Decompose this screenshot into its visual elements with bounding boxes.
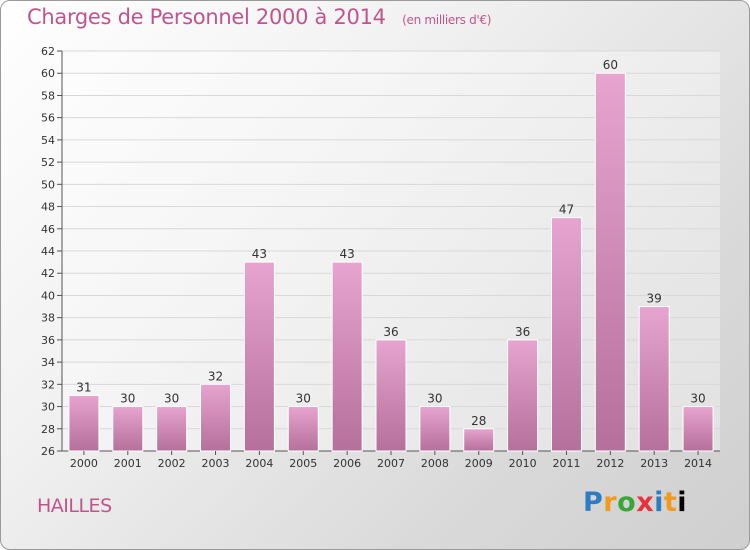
bar-value-label: 30 [164,392,179,406]
x-tick-label: 2011 [552,457,580,470]
bar-value-label: 36 [383,325,398,339]
logo-letter: o [617,487,637,518]
y-tick-label: 30 [41,401,55,414]
logo-letter: i [654,487,664,518]
bar-value-label: 30 [690,392,705,406]
bar [156,406,188,452]
x-tick-label: 2014 [684,457,712,470]
bar [638,306,670,452]
x-tick-label: 2002 [158,457,186,470]
x-tick-label: 2010 [509,457,537,470]
bar [550,217,582,452]
bar-value-label: 30 [120,392,135,406]
y-tick-label: 42 [41,267,55,280]
y-tick-label: 50 [41,178,55,191]
bar [463,428,495,452]
chart-title-text: Charges de Personnel 2000 à 2014 [27,5,386,29]
y-tick-label: 38 [41,312,55,325]
y-tick-label: 56 [41,112,55,125]
bar-value-label: 30 [427,392,442,406]
x-tick-label: 2008 [421,457,449,470]
x-tick-label: 2004 [245,457,273,470]
bar-value-label: 43 [339,247,354,261]
bar-value-label: 43 [252,247,267,261]
x-tick-label: 2009 [465,457,493,470]
y-tick-label: 48 [41,201,55,214]
y-tick-label: 58 [41,89,55,102]
y-tick-label: 32 [41,378,55,391]
y-tick-label: 44 [41,245,55,258]
x-tick-label: 2001 [114,457,142,470]
x-tick-label: 2005 [289,457,317,470]
x-tick-label: 2012 [596,457,624,470]
bar [594,72,626,452]
chart-title: Charges de Personnel 2000 à 2014 (en mil… [27,5,491,29]
bar [243,261,275,452]
bar-value-label: 32 [208,369,223,383]
y-tick-label: 26 [41,445,55,458]
y-tick-label: 46 [41,223,55,236]
bar [682,406,714,452]
x-tick-label: 2003 [202,457,230,470]
bar-value-label: 47 [559,203,574,217]
y-tick-label: 54 [41,134,55,147]
bar [331,261,363,452]
logo-letter: r [603,487,618,518]
y-tick-label: 40 [41,289,55,302]
logo-letter: P [583,487,604,518]
chart-subtitle: (en milliers d'€) [402,13,492,27]
y-tick-label: 62 [41,45,55,58]
x-tick-label: 2000 [70,457,98,470]
y-tick-label: 36 [41,334,55,347]
bar-value-label: 28 [471,414,486,428]
bar [112,406,144,452]
logo-letter: i [677,487,688,518]
bar [200,383,232,452]
bar-value-label: 39 [647,292,662,306]
bar [287,406,319,452]
logo-letter: x [636,487,655,518]
bar-value-label: 36 [515,325,530,339]
y-tick-label: 28 [41,423,55,436]
proxiti-logo[interactable]: Proxiti [583,487,687,518]
x-tick-label: 2013 [640,457,668,470]
logo-letter: t [663,487,678,518]
x-tick-label: 2007 [377,457,405,470]
x-tick-label: 2006 [333,457,361,470]
bar-value-label: 60 [603,58,618,72]
y-tick-label: 52 [41,156,55,169]
y-tick-label: 60 [41,67,55,80]
bar-value-label: 31 [76,380,91,394]
bar [507,339,539,452]
bar [375,339,407,452]
y-tick-label: 34 [41,356,55,369]
commune-name: HAILLES [37,495,112,517]
bar [419,406,451,452]
bar-value-label: 30 [296,392,311,406]
bar [68,394,100,452]
